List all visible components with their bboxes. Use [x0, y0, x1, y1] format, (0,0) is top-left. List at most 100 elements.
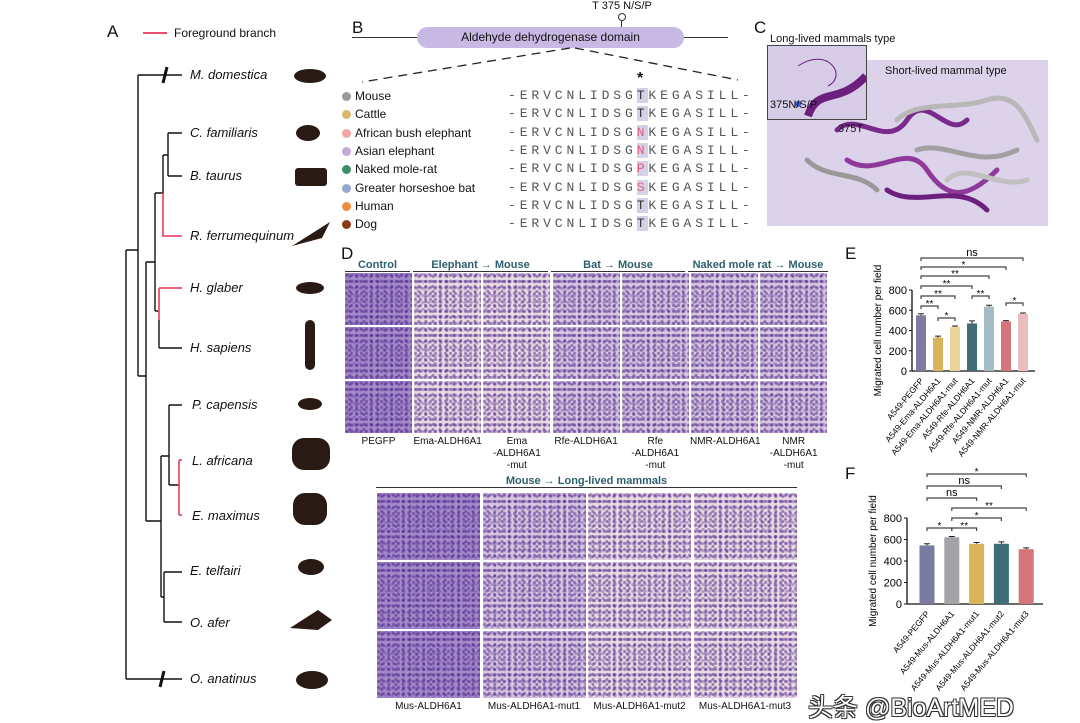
platypus-silhouette — [296, 671, 328, 689]
protein-structure-render — [804, 95, 1040, 213]
significance-label: ** — [934, 289, 942, 300]
y-tick-label: 400 — [889, 326, 907, 338]
transwell-micrograph — [482, 631, 586, 698]
species-legend-item: Human — [342, 199, 394, 213]
error-bar — [935, 335, 941, 338]
significance-label: ** — [960, 521, 968, 532]
transwell-micrograph — [691, 381, 758, 433]
panel-label-a: A — [107, 22, 119, 41]
significance-label: * — [975, 511, 979, 522]
transwell-micrograph — [588, 493, 691, 560]
bar — [969, 543, 985, 604]
significance-bracket — [926, 485, 1002, 489]
y-tick-label: 200 — [884, 578, 902, 590]
y-tick-label: 600 — [884, 535, 902, 547]
sequence-suffix: KEGASILL- — [648, 142, 754, 158]
bar — [967, 323, 977, 371]
significance-label: ** — [943, 279, 951, 290]
species-name: Cattle — [355, 107, 387, 122]
human-silhouette — [305, 320, 315, 370]
species-label: M. domestica — [190, 67, 268, 82]
error-bar — [952, 325, 958, 327]
condition-label: Mus-ALDH6A1-mut3 — [698, 701, 792, 712]
species-legend-item: Cattle — [342, 107, 386, 121]
phylogenetic-tree — [125, 66, 332, 689]
chart-f: 0 200 400 600 800 Migrated cell number per fi… — [868, 467, 1043, 693]
transwell-micrograph — [552, 273, 620, 325]
bar — [944, 537, 960, 604]
species-color-dot — [342, 146, 351, 156]
species-label: O. afer — [190, 615, 230, 630]
chart-e: 0 200 400 600 800 Migrated cell number per fi… — [873, 250, 1035, 459]
species-legend-item: Asian elephant — [342, 144, 434, 158]
species-name: Greater horseshoe bat — [355, 180, 476, 195]
condition-label: NMR -ALDH6A1 -mut — [769, 436, 818, 471]
significance-label: * — [1013, 296, 1017, 307]
species-legend-item: Mouse — [342, 89, 391, 103]
transwell-micrograph — [377, 631, 480, 698]
bar — [1001, 321, 1011, 371]
significance-bracket — [951, 517, 1002, 521]
transwell-micrograph — [345, 381, 412, 433]
error-bar — [1023, 547, 1030, 550]
species-label: L. africana — [192, 453, 253, 468]
group-header: Bat → Mouse — [551, 259, 685, 272]
species-legend-item: Dog — [342, 217, 377, 231]
condition-label: Ema -ALDH6A1 -mut — [492, 436, 541, 471]
transwell-micrograph — [760, 327, 828, 379]
species-label: H. glaber — [190, 280, 243, 295]
sequence-suffix: KEGASILL- — [648, 124, 754, 140]
species-color-dot — [342, 165, 351, 175]
significance-bracket — [920, 266, 1007, 270]
significance-bracket — [951, 507, 1027, 511]
y-tick-label: 200 — [889, 346, 907, 358]
bar — [950, 326, 960, 371]
bar — [933, 337, 943, 371]
transwell-micrograph — [552, 381, 620, 433]
significance-bracket — [926, 473, 1027, 477]
error-bar — [969, 320, 975, 324]
significance-label: * — [962, 260, 966, 271]
error-bar — [924, 543, 930, 546]
significance-bracket — [926, 497, 978, 501]
significance-label: * — [975, 467, 979, 478]
error-bar — [998, 541, 1005, 544]
species-label: E. maximus — [192, 508, 260, 523]
sequence-row: -ERVCNLIDSGTKEGASILL- — [508, 88, 754, 103]
panel-label-d: D — [341, 244, 354, 263]
significance-label: ns — [966, 250, 978, 259]
species-color-dot — [342, 92, 351, 101]
panel-label-e: E — [845, 244, 857, 263]
species-label: H. sapiens — [190, 340, 252, 355]
species-label: B. taurus — [190, 168, 243, 183]
significance-label: * — [945, 311, 949, 322]
transwell-micrograph — [621, 381, 689, 433]
species-label: C. familiaris — [190, 125, 258, 140]
bar — [919, 545, 935, 604]
inset-site-label: 375N/S/P — [770, 99, 818, 111]
y-tick-label: 400 — [884, 556, 902, 568]
error-bar — [948, 535, 955, 538]
tenrec-silhouette — [298, 559, 324, 575]
species-label: P. capensis — [192, 397, 258, 412]
inset-structure-render — [795, 58, 869, 118]
sequence-prefix: -ERVCNLIDSG — [508, 124, 637, 140]
transwell-micrograph — [621, 273, 689, 325]
opossum-silhouette — [294, 69, 326, 83]
sequence-suffix: KEGASILL- — [648, 161, 754, 177]
transwell-micrograph — [414, 327, 482, 379]
transwell-micrograph — [691, 273, 758, 325]
animal-silhouettes — [290, 69, 332, 689]
site-lollipop-icon — [618, 13, 626, 21]
sequence-row: -ERVCNLIDSGTKEGASILL- — [508, 197, 754, 213]
bar — [1018, 313, 1028, 371]
y-tick-label: 0 — [901, 366, 907, 378]
aardvark-silhouette — [290, 610, 332, 630]
watermark: 头条 @BioArtMED — [808, 694, 1014, 722]
main-site-label: 375T — [838, 123, 864, 135]
species-name: Dog — [355, 217, 378, 232]
sequence-row: -ERVCNLIDSGNKEGASILL- — [508, 142, 754, 158]
significance-label: ** — [977, 289, 985, 300]
sequence-prefix: -ERVCNLIDSG — [508, 216, 637, 232]
bar — [1018, 549, 1034, 604]
